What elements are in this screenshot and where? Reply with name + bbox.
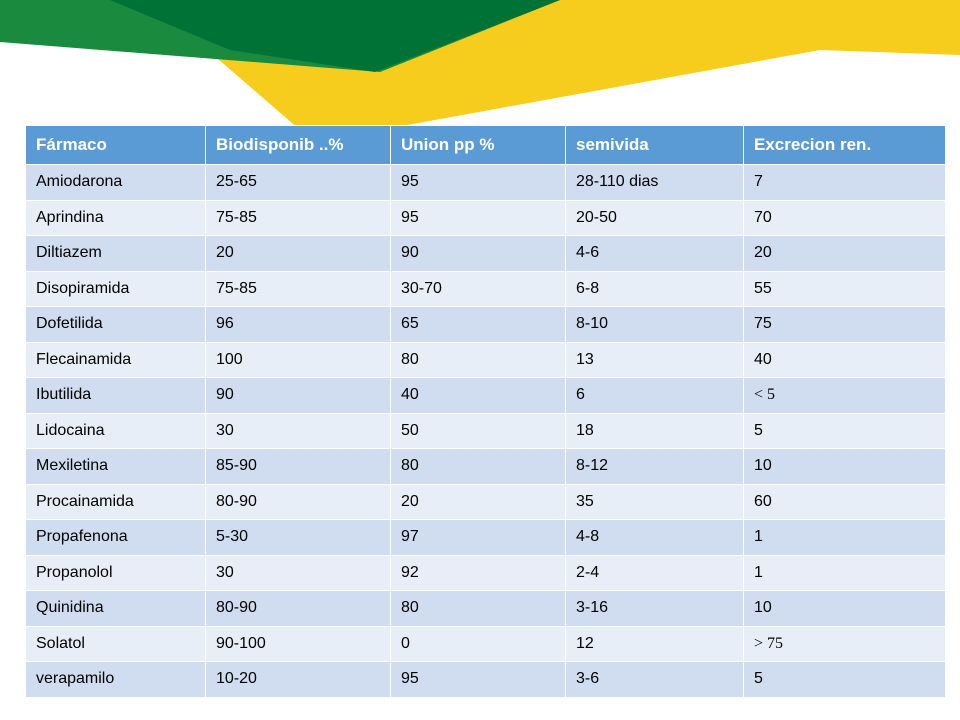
cell-union-pp: 20 [390,483,566,520]
cell-excrecion-renal: 5 [743,661,946,698]
cell-farmaco: Procainamida [25,483,206,520]
cell-biodisponibilidad: 80-90 [205,590,391,627]
table-row: Lidocaina 30 50 18 5 [25,412,946,449]
cell-farmaco: Amiodarona [25,164,206,201]
cell-biodisponibilidad: 5-30 [205,519,391,556]
cell-biodisponibilidad: 30 [205,412,391,449]
cell-union-pp: 90 [390,235,566,272]
cell-biodisponibilidad: 25-65 [205,164,391,201]
header-biodisponibilidad: Biodisponib ..% [205,125,391,165]
cell-excrecion-renal: 55 [743,270,946,307]
cell-union-pp: 30-70 [390,270,566,307]
cell-biodisponibilidad: 80-90 [205,483,391,520]
cell-excrecion-renal: < 5 [743,377,946,414]
table-row: Amiodarona 25-65 95 28-110 dias 7 [25,164,946,201]
cell-semivida: 28-110 dias [565,164,744,201]
header-decoration [0,0,960,130]
cell-farmaco: Propafenona [25,519,206,556]
table-row: Procainamida 80-90 20 35 60 [25,483,946,520]
cell-union-pp: 92 [390,554,566,591]
cell-excrecion-renal: 40 [743,341,946,378]
cell-semivida: 2-4 [565,554,744,591]
table-row: Propanolol 30 92 2-4 1 [25,554,946,591]
header-farmaco: Fármaco [25,125,206,165]
cell-biodisponibilidad: 30 [205,554,391,591]
cell-biodisponibilidad: 20 [205,235,391,272]
cell-biodisponibilidad: 96 [205,306,391,343]
cell-semivida: 8-12 [565,448,744,485]
cell-excrecion-renal: 10 [743,448,946,485]
cell-union-pp: 95 [390,661,566,698]
cell-biodisponibilidad: 90-100 [205,625,391,662]
cell-excrecion-renal: 5 [743,412,946,449]
table-row: Ibutilida 90 40 6 < 5 [25,377,946,414]
cell-excrecion-renal: 60 [743,483,946,520]
cell-farmaco: Quinidina [25,590,206,627]
cell-biodisponibilidad: 90 [205,377,391,414]
cell-union-pp: 80 [390,341,566,378]
cell-farmaco: Mexiletina [25,448,206,485]
cell-semivida: 35 [565,483,744,520]
cell-farmaco: Lidocaina [25,412,206,449]
cell-semivida: 13 [565,341,744,378]
dark-green-band [110,0,560,72]
cell-excrecion-renal: 20 [743,235,946,272]
cell-farmaco: Disopiramida [25,270,206,307]
table-row: Dofetilida 96 65 8-10 75 [25,306,946,343]
table-row: Aprindina 75-85 95 20-50 70 [25,199,946,236]
cell-semivida: 20-50 [565,199,744,236]
cell-biodisponibilidad: 10-20 [205,661,391,698]
cell-farmaco: Diltiazem [25,235,206,272]
cell-semivida: 4-6 [565,235,744,272]
cell-farmaco: Propanolol [25,554,206,591]
cell-farmaco: Flecainamida [25,341,206,378]
header-excrecion-renal: Excrecion ren. [743,125,946,165]
cell-union-pp: 40 [390,377,566,414]
cell-union-pp: 95 [390,199,566,236]
cell-farmaco: Dofetilida [25,306,206,343]
cell-biodisponibilidad: 75-85 [205,199,391,236]
header-semivida: semivida [565,125,744,165]
cell-union-pp: 0 [390,625,566,662]
cell-biodisponibilidad: 85-90 [205,448,391,485]
cell-excrecion-renal: 1 [743,519,946,556]
cell-excrecion-renal: 70 [743,199,946,236]
cell-farmaco: Solatol [25,625,206,662]
table-row: verapamilo 10-20 95 3-6 5 [25,661,946,698]
cell-semivida: 3-6 [565,661,744,698]
cell-farmaco: verapamilo [25,661,206,698]
table-row: Propafenona 5-30 97 4-8 1 [25,519,946,556]
table-row: Solatol 90-100 0 12 > 75 [25,625,946,662]
cell-semivida: 6-8 [565,270,744,307]
cell-excrecion-renal: 75 [743,306,946,343]
cell-semivida: 3-16 [565,590,744,627]
table-header-row: Fármaco Biodisponib ..% Union pp % semiv… [25,125,946,165]
cell-farmaco: Ibutilida [25,377,206,414]
table-row: Disopiramida 75-85 30-70 6-8 55 [25,270,946,307]
cell-semivida: 18 [565,412,744,449]
cell-union-pp: 95 [390,164,566,201]
table-row: Quinidina 80-90 80 3-16 10 [25,590,946,627]
cell-union-pp: 97 [390,519,566,556]
cell-semivida: 12 [565,625,744,662]
table-row: Flecainamida 100 80 13 40 [25,341,946,378]
cell-excrecion-renal: > 75 [743,625,946,662]
cell-union-pp: 50 [390,412,566,449]
cell-semivida: 8-10 [565,306,744,343]
cell-biodisponibilidad: 100 [205,341,391,378]
cell-union-pp: 80 [390,590,566,627]
cell-union-pp: 65 [390,306,566,343]
cell-biodisponibilidad: 75-85 [205,270,391,307]
cell-excrecion-renal: 7 [743,164,946,201]
cell-farmaco: Aprindina [25,199,206,236]
table-row: Mexiletina 85-90 80 8-12 10 [25,448,946,485]
cell-semivida: 4-8 [565,519,744,556]
table-row: Diltiazem 20 90 4-6 20 [25,235,946,272]
cell-excrecion-renal: 10 [743,590,946,627]
cell-excrecion-renal: 1 [743,554,946,591]
drug-table: Fármaco Biodisponib ..% Union pp % semiv… [25,125,946,698]
cell-semivida: 6 [565,377,744,414]
header-union-pp: Union pp % [390,125,566,165]
cell-union-pp: 80 [390,448,566,485]
